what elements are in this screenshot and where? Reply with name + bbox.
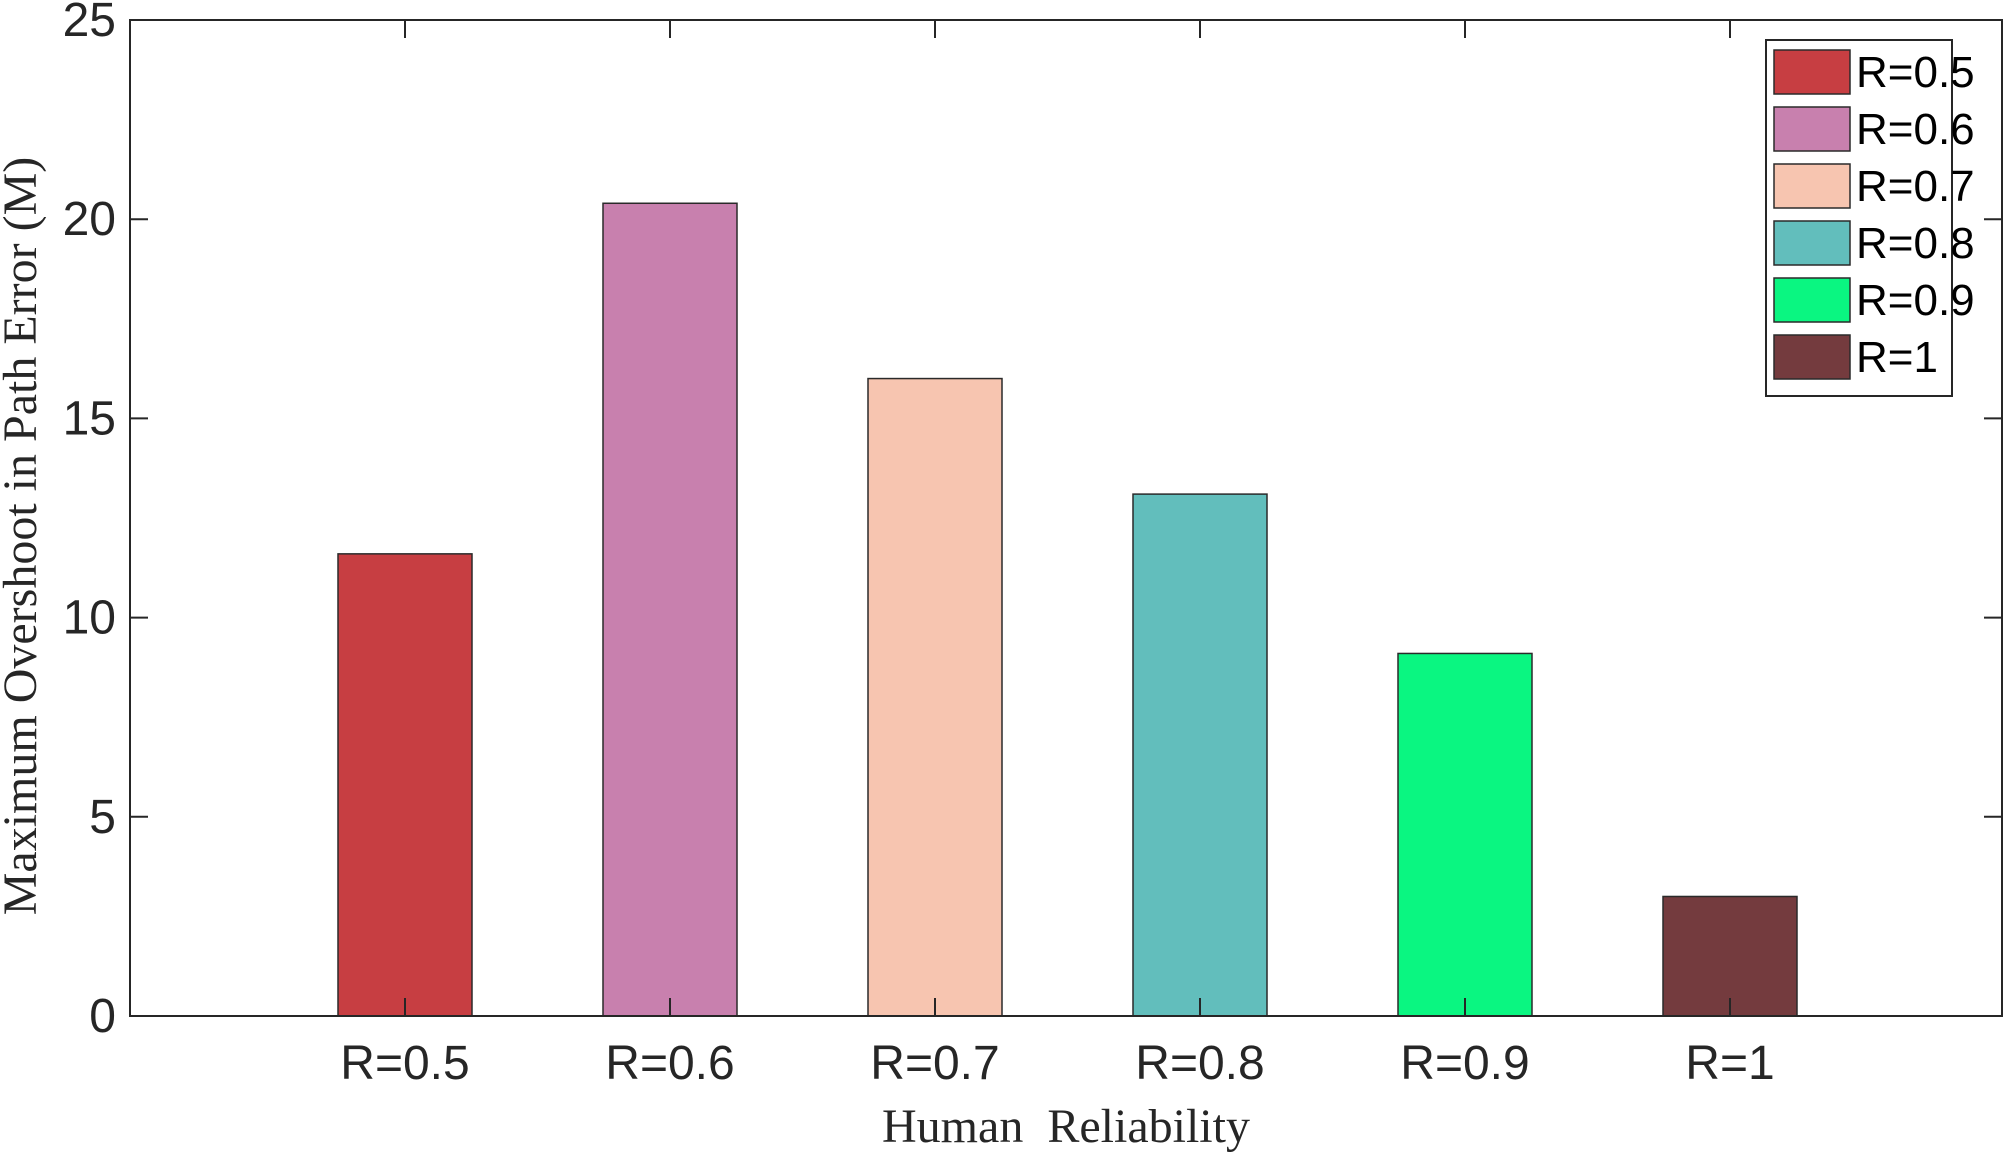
legend-label: R=0.6	[1856, 105, 1975, 154]
x-tick-label: R=0.5	[340, 1037, 469, 1090]
bar-r-0-6	[602, 202, 738, 1017]
y-tick-label: 5	[89, 791, 116, 844]
legend-swatch	[1773, 277, 1851, 323]
legend-swatch	[1773, 334, 1851, 380]
legend-label: R=0.7	[1856, 162, 1975, 211]
bar-r-0-8	[1132, 493, 1268, 1017]
legend: R=0.5 R=0.6 R=0.7 R=0.8 R=0.9 R=1	[1765, 39, 1975, 397]
bar-r-0-5	[337, 553, 473, 1017]
legend-swatch	[1773, 220, 1851, 266]
x-tick-label: R=0.9	[1400, 1037, 1529, 1090]
x-axis-title: Human Reliability	[882, 1100, 1250, 1153]
legend-swatch	[1773, 106, 1851, 152]
legend-label: R=0.5	[1856, 48, 1975, 97]
legend-swatch	[1773, 49, 1851, 95]
legend-label: R=0.9	[1856, 276, 1975, 325]
plot-frame	[129, 19, 2003, 1017]
x-tick-label: R=0.8	[1135, 1037, 1264, 1090]
y-tick-label: 20	[63, 193, 116, 246]
x-axis: R=0.5 R=0.6 R=0.7 R=0.8 R=0.9 R=1	[340, 20, 1775, 1090]
y-tick-label: 0	[89, 990, 116, 1043]
y-tick-label: 25	[63, 0, 116, 47]
x-tick-label: R=0.6	[605, 1037, 734, 1090]
bar-r-0-7	[867, 377, 1003, 1017]
legend-label: R=1	[1856, 333, 1938, 382]
bars-group	[337, 202, 1798, 1017]
x-tick-label: R=1	[1685, 1037, 1774, 1090]
y-tick-label: 10	[63, 592, 116, 645]
y-axis-title: Maximum Overshoot in Path Error (M)	[0, 157, 47, 916]
y-tick-label: 15	[63, 392, 116, 445]
bar-r-0-9	[1397, 652, 1533, 1017]
legend-swatch	[1773, 163, 1851, 209]
y-axis: 0 5 10 15 20 25	[63, 0, 2002, 1043]
legend-label: R=0.8	[1856, 219, 1975, 268]
x-tick-label: R=0.7	[870, 1037, 999, 1090]
